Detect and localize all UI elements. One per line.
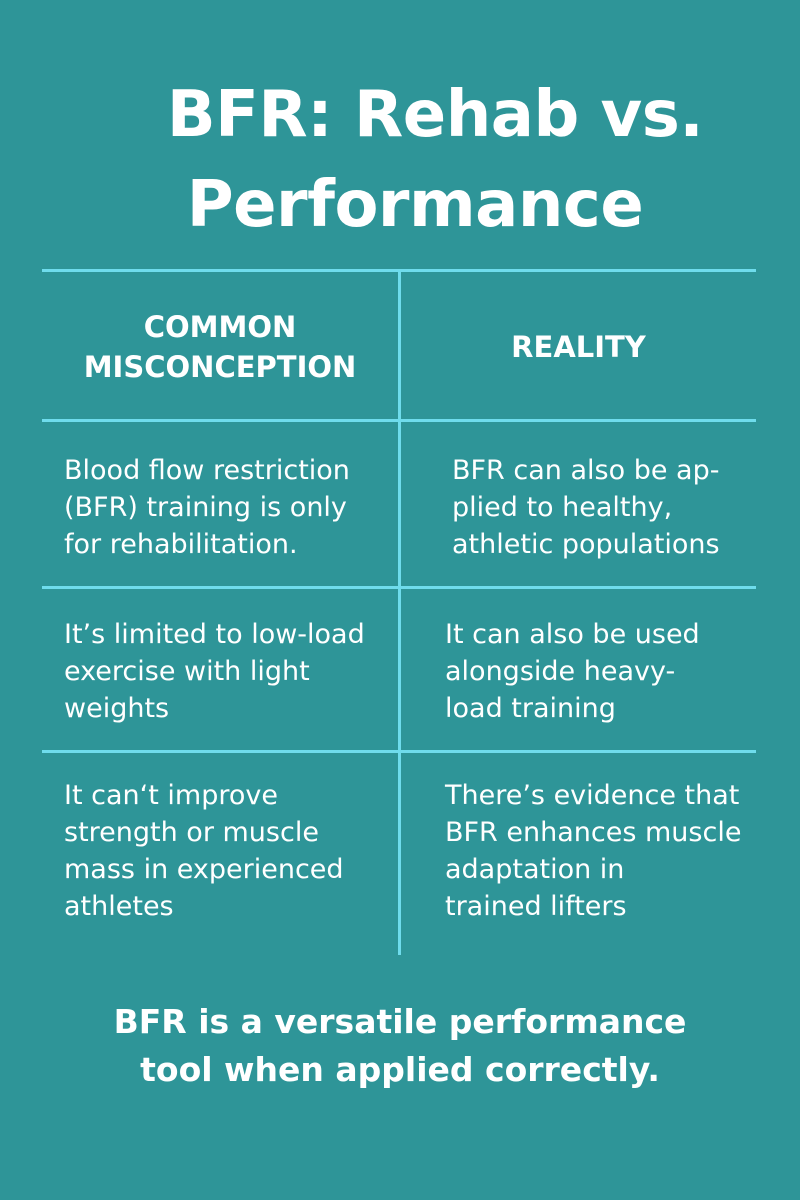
misconception-cell-2: It’s limited to low-load exercise with l… [64, 619, 365, 724]
column-divider [398, 271, 401, 955]
title-line-1: BFR: Rehab vs. [166, 78, 704, 152]
column-header-label: REALITY [511, 329, 646, 364]
column-header-misconception: COMMON MISCONCEPTION [42, 274, 398, 419]
reality-cell-1: BFR can also be ap- plied to healthy, at… [452, 455, 720, 560]
reality-cell-2: It can also be used alongside heavy- loa… [445, 619, 700, 724]
table-top-divider [42, 269, 756, 272]
misconception-cell-3: It can‘t improve strength or muscle mass… [64, 780, 344, 922]
column-header-reality: REALITY [401, 274, 756, 419]
misconception-cell-1: Blood flow restriction (BFR) training is… [64, 455, 350, 560]
column-header-label: COMMON MISCONCEPTION [83, 309, 357, 384]
footer-conclusion: BFR is a versatile performance tool when… [113, 1002, 687, 1089]
reality-cell-3: There’s evidence that BFR enhances muscl… [445, 780, 742, 922]
page-title: BFR: Rehab vs. Performance [0, 70, 800, 250]
title-line-2: Performance [186, 168, 644, 242]
